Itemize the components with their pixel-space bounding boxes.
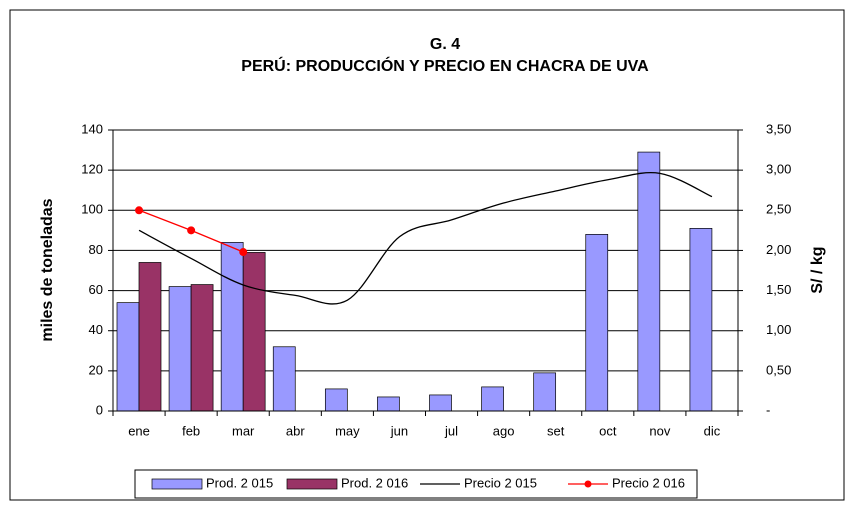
- bar: [377, 396, 400, 412]
- bar: [220, 242, 244, 412]
- y-tick-label: 20: [89, 362, 103, 377]
- bar: [116, 302, 140, 412]
- bar: [637, 151, 661, 412]
- y-tick-label: 120: [81, 162, 103, 177]
- y-tick-label: 140: [81, 121, 103, 136]
- bar: [272, 346, 296, 412]
- bar: [168, 286, 192, 412]
- x-tick-label: abr: [286, 423, 305, 438]
- legend-swatch: [286, 478, 338, 490]
- x-tick-label: may: [335, 423, 360, 438]
- bar: [585, 234, 609, 412]
- line: [138, 172, 713, 305]
- x-tick-label: feb: [182, 423, 200, 438]
- y2-tick-label: 2,50: [766, 202, 791, 217]
- y2-axis-label: S/ / kg: [809, 246, 826, 293]
- y2-tick-label: 1,50: [766, 282, 791, 297]
- y2-tick-label: 3,50: [766, 121, 791, 136]
- x-tick-label: jun: [390, 423, 408, 438]
- bar: [429, 394, 452, 412]
- legend-label: Prod. 2 016: [341, 475, 408, 490]
- bar: [138, 262, 162, 412]
- chart-subtitle: PERÚ: PRODUCCIÓN Y PRECIO EN CHACRA DE U…: [241, 56, 649, 75]
- y-tick-label: 0: [96, 402, 103, 417]
- chart-title: G. 4: [430, 36, 460, 53]
- x-tick-label: ene: [128, 423, 150, 438]
- legend-label: Prod. 2 015: [206, 475, 273, 490]
- legend-marker: [584, 480, 592, 488]
- marker: [239, 248, 248, 257]
- y-tick-label: 100: [81, 202, 103, 217]
- bar: [481, 386, 504, 412]
- y2-tick-label: 1,00: [766, 322, 791, 337]
- y2-tick-label: 3,00: [766, 162, 791, 177]
- bar: [533, 372, 557, 412]
- x-tick-label: dic: [704, 423, 721, 438]
- x-tick-label: nov: [649, 423, 670, 438]
- x-tick-label: oct: [599, 423, 617, 438]
- x-tick-label: ago: [493, 423, 515, 438]
- legend-swatch: [151, 478, 203, 490]
- y2-tick-label: 0,50: [766, 362, 791, 377]
- y2-tick-label: -: [766, 402, 770, 417]
- bar: [190, 284, 214, 412]
- y-tick-label: 40: [89, 322, 103, 337]
- x-tick-label: jul: [444, 423, 458, 438]
- marker: [135, 206, 144, 215]
- legend-label: Precio 2 015: [464, 475, 537, 490]
- bar: [324, 388, 348, 412]
- y-axis-label: miles de toneladas: [39, 198, 56, 341]
- y-tick-label: 60: [89, 282, 103, 297]
- bar: [689, 228, 713, 412]
- bar: [242, 252, 266, 412]
- x-tick-label: set: [547, 423, 565, 438]
- y-tick-label: 80: [89, 242, 103, 257]
- y2-tick-label: 2,00: [766, 242, 791, 257]
- legend-label: Precio 2 016: [612, 475, 685, 490]
- marker: [187, 226, 196, 235]
- x-tick-label: mar: [232, 423, 255, 438]
